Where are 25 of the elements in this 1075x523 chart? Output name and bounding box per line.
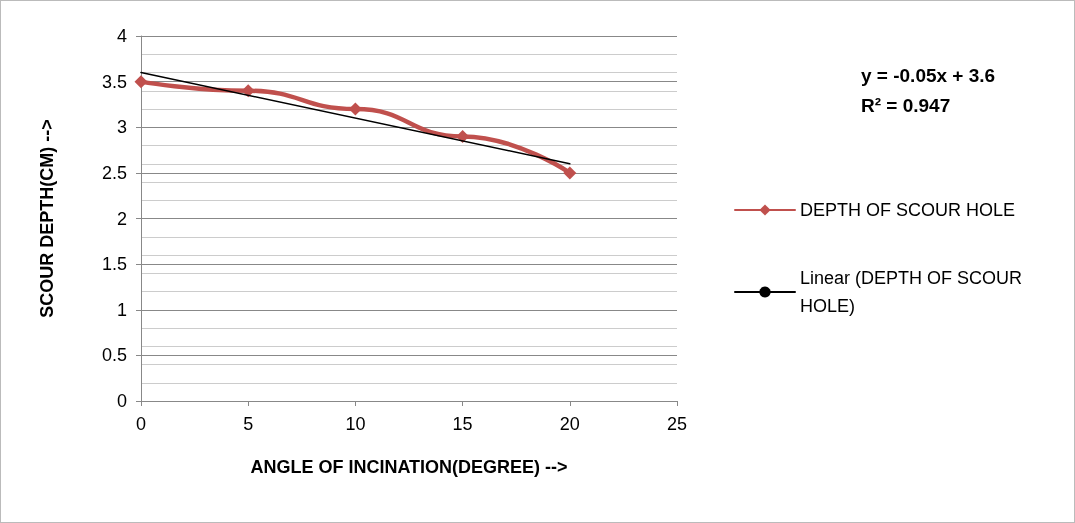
y-tick-label: 2 xyxy=(116,208,127,229)
point xyxy=(134,75,148,89)
x-tick-label: 0 xyxy=(135,414,147,434)
x-axis-title: ANGLE OF INCINATION(DEGREE) --> xyxy=(250,457,568,477)
x-tick-label: 10 xyxy=(345,414,366,434)
legend-label: DEPTH OF SCOUR HOLE xyxy=(800,200,1016,220)
y-tick-label: 3 xyxy=(116,117,127,138)
y-tick-label: 3.5 xyxy=(101,71,127,92)
x-tick-label: 25 xyxy=(666,414,688,434)
y-axis-title: SCOUR DEPTH(CM) --> xyxy=(37,119,57,318)
point xyxy=(456,129,470,143)
y-tick-label: 2.5 xyxy=(101,162,127,183)
point xyxy=(563,166,577,180)
text: R² = 0.947 xyxy=(861,95,951,116)
x-tick-label: 5 xyxy=(243,414,254,434)
legend-label: Linear (DEPTH OF SCOUR HOLE) xyxy=(800,268,1028,316)
y-tick-label: 1.5 xyxy=(101,254,127,275)
y-tick-label: 0.5 xyxy=(101,345,127,366)
y-tick-label: 1 xyxy=(116,299,127,320)
x-tick-label: 20 xyxy=(559,414,580,434)
y-tick-label: 4 xyxy=(116,26,127,46)
x-tick-label: 15 xyxy=(452,414,473,434)
y-tick-label: 0 xyxy=(116,391,127,411)
point xyxy=(241,84,255,98)
text: y = -0.05x + 3.6 xyxy=(860,65,996,86)
